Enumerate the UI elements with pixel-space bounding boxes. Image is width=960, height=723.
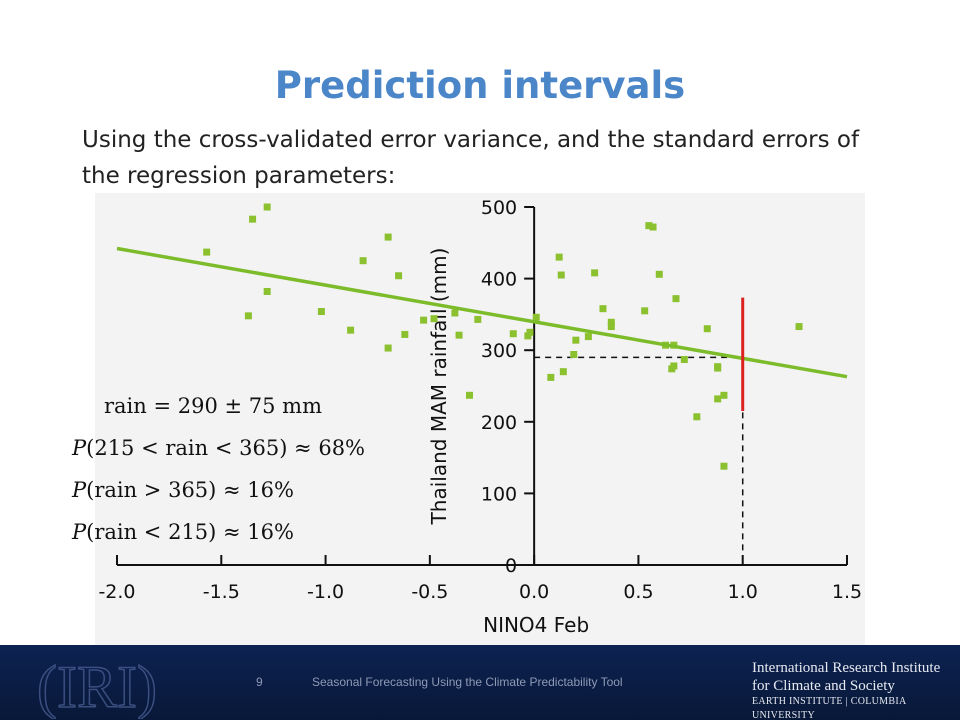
data-point xyxy=(555,253,563,261)
x-tick-label: 0.5 xyxy=(623,581,653,603)
data-point xyxy=(645,222,653,230)
regression-line xyxy=(116,246,848,379)
chart-svg: -2.0 -1.5 -1.0 -0.5 0.0 0.5 1.0 1.5 0 100 200 300 40… xyxy=(98,197,862,637)
scatter-chart: -2.0 -1.5 -1.0 -0.5 0.0 0.5 1.0 1.5 0 100 200 300 40… xyxy=(95,193,865,645)
y-tick-label: 400 xyxy=(481,269,517,291)
data-point xyxy=(680,356,688,364)
y-tick-label: 100 xyxy=(481,483,517,505)
equation-prob-68: P(215 < rain < 365) ≈ 68% xyxy=(72,436,365,460)
footer-bar: (IRI) 9 Seasonal Forecasting Using the C… xyxy=(0,645,960,723)
data-point xyxy=(714,364,722,372)
org-line-3: EARTH INSTITUTE | COLUMBIA UNIVERSITY xyxy=(752,696,906,721)
data-point xyxy=(599,305,607,313)
prob-symbol: P xyxy=(72,478,87,502)
data-point xyxy=(655,270,663,278)
y-tick-label: 200 xyxy=(481,412,517,434)
x-tick-label: -1.5 xyxy=(203,581,240,603)
equation-prob-68-text: (215 < rain < 365) ≈ 68% xyxy=(86,436,366,460)
slide-title: Prediction intervals xyxy=(274,64,686,107)
org-name: International Research Institute for Cli… xyxy=(752,659,960,723)
data-point xyxy=(263,203,271,211)
data-point xyxy=(263,287,271,295)
data-point xyxy=(401,330,409,338)
data-point xyxy=(384,344,392,352)
data-point xyxy=(465,391,473,399)
data-point xyxy=(317,308,325,316)
data-point xyxy=(795,323,803,331)
data-point xyxy=(584,333,592,341)
footer-text: Seasonal Forecasting Using the Climate P… xyxy=(312,675,623,689)
data-point xyxy=(524,332,532,340)
equation-prob-upper-text: (rain > 365) ≈ 16% xyxy=(86,478,294,502)
data-point xyxy=(570,350,578,358)
data-point xyxy=(430,315,438,323)
y-tick-label: 300 xyxy=(481,340,517,362)
x-tick-label: 1.0 xyxy=(728,581,758,603)
data-point xyxy=(672,295,680,303)
x-tick-label: -0.5 xyxy=(411,581,448,603)
prob-symbol: P xyxy=(72,520,87,544)
data-point xyxy=(670,362,678,370)
equation-rain-estimate-text: rain = 290 ± 75 mm xyxy=(104,394,322,418)
x-tick-label: 0.0 xyxy=(519,581,549,603)
data-point xyxy=(451,309,459,317)
data-point xyxy=(720,391,728,399)
data-point xyxy=(720,462,728,470)
data-point xyxy=(714,395,722,403)
data-point xyxy=(526,328,534,336)
data-point xyxy=(203,248,211,256)
y-tick-label: 0 xyxy=(505,555,517,577)
data-point xyxy=(455,331,463,339)
x-tick-label: -2.0 xyxy=(98,581,135,603)
data-point xyxy=(244,312,252,320)
x-tick-label: -1.0 xyxy=(307,581,344,603)
data-point xyxy=(607,323,615,331)
org-line-2: for Climate and Society xyxy=(752,678,895,694)
y-axis-title: Thailand MAM rainfall (mm) xyxy=(427,248,451,526)
iri-logo-text: (IRI) xyxy=(37,654,157,719)
data-point xyxy=(557,271,565,279)
equation-prob-lower-text: (rain < 215) ≈ 16% xyxy=(86,520,294,544)
data-point xyxy=(509,330,517,338)
data-point xyxy=(347,326,355,334)
data-point xyxy=(395,272,403,280)
data-point xyxy=(384,233,392,241)
page-number: 9 xyxy=(256,675,263,689)
x-axis-title: NINO4 Feb xyxy=(483,613,589,637)
data-point xyxy=(703,325,711,333)
data-point xyxy=(572,336,580,344)
equation-rain-estimate: rain = 290 ± 75 mm xyxy=(104,394,322,418)
data-point xyxy=(249,215,257,223)
data-point xyxy=(693,413,701,421)
prob-symbol: P xyxy=(72,436,87,460)
data-point xyxy=(359,257,367,265)
data-point xyxy=(649,223,657,231)
data-point xyxy=(420,316,428,324)
y-tick-label: 500 xyxy=(481,197,517,219)
x-tick-label: 1.5 xyxy=(832,581,862,603)
data-point xyxy=(559,368,567,376)
data-point xyxy=(591,269,599,277)
slide-subtitle: Using the cross-validated error variance… xyxy=(82,127,860,189)
equation-prob-upper: P(rain > 365) ≈ 16% xyxy=(72,478,294,502)
data-point xyxy=(547,373,555,381)
data-point xyxy=(641,307,649,315)
iri-logo-icon: (IRI) xyxy=(36,653,157,719)
data-point xyxy=(532,313,540,321)
data-point xyxy=(474,315,482,323)
data-point xyxy=(607,318,615,326)
org-line-1: International Research Institute xyxy=(752,660,941,676)
equation-prob-lower: P(rain < 215) ≈ 16% xyxy=(72,520,294,544)
